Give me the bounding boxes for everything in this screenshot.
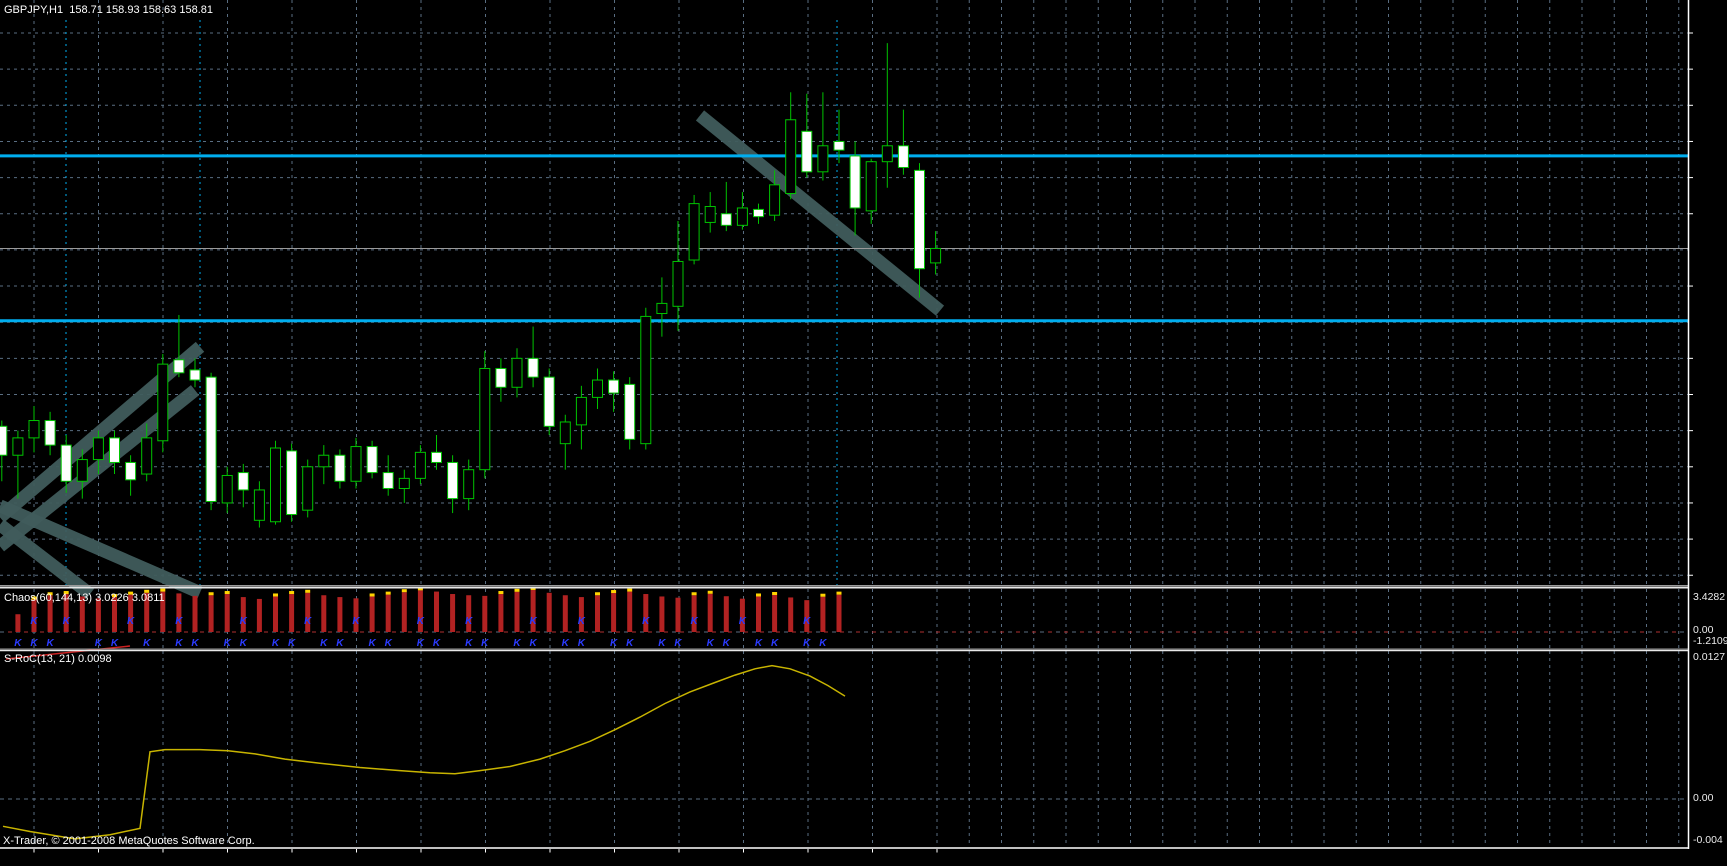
svg-text:K: K xyxy=(240,638,248,649)
svg-text:K: K xyxy=(755,638,763,649)
svg-text:K: K xyxy=(417,616,425,627)
copyright-label: X-Trader, © 2001-2008 MetaQuotes Softwar… xyxy=(3,835,255,847)
svg-text:K: K xyxy=(433,638,441,649)
svg-text:K: K xyxy=(272,638,280,649)
svg-text:K: K xyxy=(723,638,731,649)
svg-text:K: K xyxy=(175,638,183,649)
svg-text:K: K xyxy=(610,638,618,649)
svg-text:K: K xyxy=(513,638,521,649)
svg-text:K: K xyxy=(385,638,393,649)
svg-text:K: K xyxy=(336,638,344,649)
time-axis[interactable]: 26 Jun 200926 Jun 04:0026 Jun 08:0026 Ju… xyxy=(0,849,1727,866)
svg-text:K: K xyxy=(578,638,586,649)
chaos-indicator-label: Chaos(60,144,13) 3.0226 3.0811 xyxy=(4,592,165,604)
svg-text:K: K xyxy=(803,616,811,627)
svg-text:K: K xyxy=(707,638,715,649)
symbol-ohlc-label: GBPJPY,H1 158.71 158.93 158.63 158.81 xyxy=(4,4,213,16)
svg-text:K: K xyxy=(143,638,151,649)
svg-text:K: K xyxy=(240,616,248,627)
svg-text:K: K xyxy=(111,638,119,649)
sroc-scale-min: -0.004 xyxy=(1693,834,1723,846)
svg-text:K: K xyxy=(658,638,666,649)
svg-text:K: K xyxy=(642,616,650,627)
sroc-scale-zero: 0.00 xyxy=(1693,792,1714,804)
svg-text:K: K xyxy=(771,638,779,649)
svg-text:K: K xyxy=(175,616,183,627)
svg-text:K: K xyxy=(481,638,489,649)
svg-text:K: K xyxy=(320,638,328,649)
chaos-scale-zero: 0.00 xyxy=(1693,624,1714,636)
chaos-scale-max: 3.4282 xyxy=(1693,591,1726,603)
svg-text:K: K xyxy=(288,638,296,649)
svg-text:K: K xyxy=(95,638,103,649)
svg-text:K: K xyxy=(304,616,312,627)
svg-text:K: K xyxy=(30,638,38,649)
svg-text:K: K xyxy=(30,616,38,627)
svg-text:K: K xyxy=(417,638,425,649)
symbol-timeframe-label: GBPJPY,H1 xyxy=(4,4,64,16)
sroc-indicator-label: S-RoC(13, 21) 0.0098 xyxy=(4,653,112,665)
svg-text:K: K xyxy=(562,638,570,649)
svg-text:K: K xyxy=(690,616,698,627)
svg-text:K: K xyxy=(14,638,22,649)
svg-text:K: K xyxy=(529,638,537,649)
ohlc-values-label: 158.71 158.93 158.63 158.81 xyxy=(69,4,213,16)
chaos-scale-min: -1.2109 xyxy=(1693,635,1727,647)
sroc-scale-max: 0.0127 xyxy=(1693,651,1726,663)
svg-text:K: K xyxy=(819,638,827,649)
svg-text:K: K xyxy=(674,638,682,649)
svg-text:K: K xyxy=(368,638,376,649)
svg-text:K: K xyxy=(803,638,811,649)
svg-text:K: K xyxy=(127,616,135,627)
svg-text:K: K xyxy=(739,616,747,627)
svg-text:K: K xyxy=(63,616,71,627)
svg-text:K: K xyxy=(224,638,232,649)
svg-text:K: K xyxy=(46,638,54,649)
svg-text:K: K xyxy=(626,638,634,649)
svg-text:K: K xyxy=(352,616,360,627)
svg-text:K: K xyxy=(578,616,586,627)
svg-text:K: K xyxy=(529,616,537,627)
price-axis[interactable]: 160.30160.05159.80159.55159.30159.05158.… xyxy=(1688,0,1727,849)
svg-text:K: K xyxy=(191,638,199,649)
svg-text:K: K xyxy=(465,616,473,627)
svg-text:K: K xyxy=(465,638,473,649)
